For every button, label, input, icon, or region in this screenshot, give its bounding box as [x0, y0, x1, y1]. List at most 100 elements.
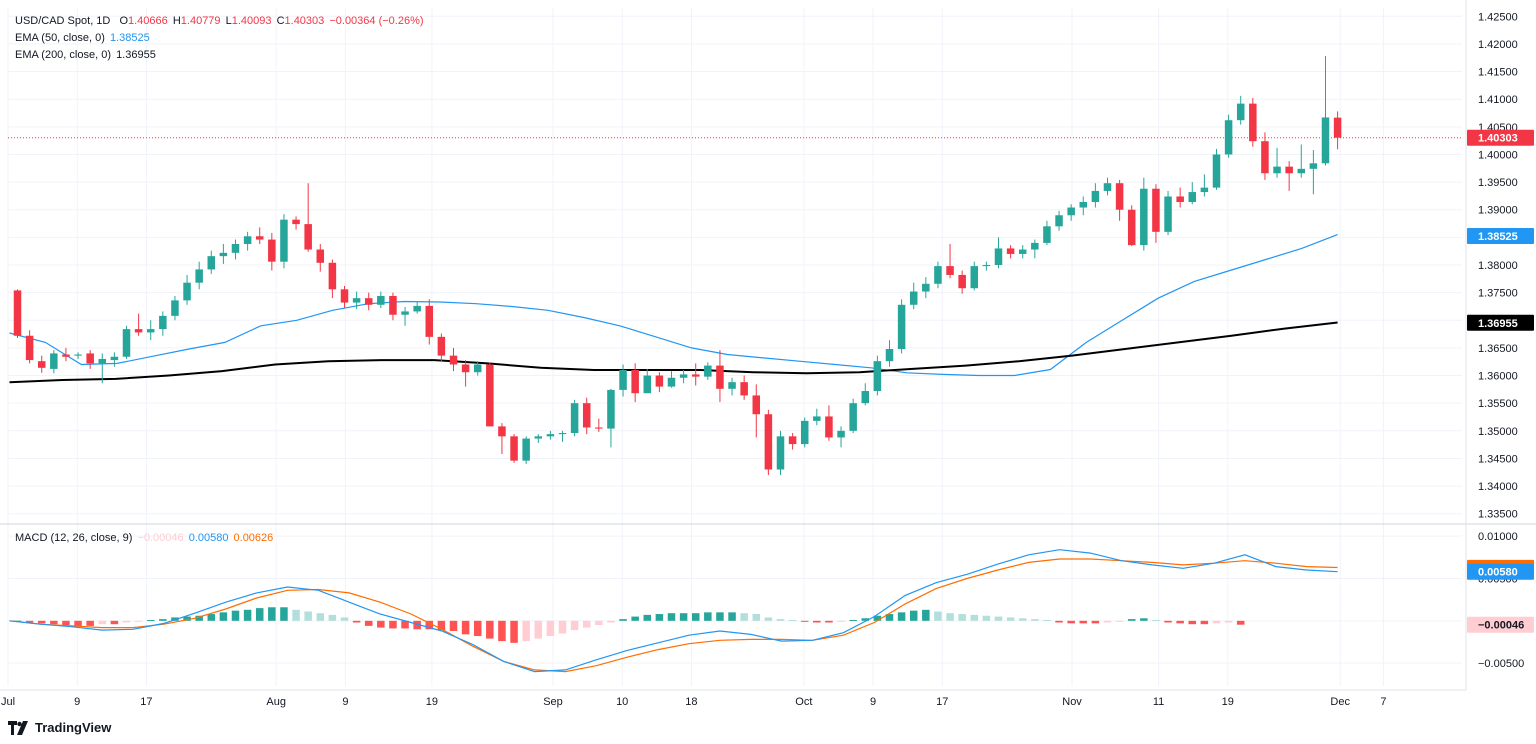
close-value: 1.40303	[284, 15, 325, 27]
price-tick-label: 1.41500	[1478, 67, 1518, 79]
candle	[473, 361, 482, 376]
candle	[704, 362, 712, 380]
candle	[970, 261, 979, 291]
candle	[1212, 148, 1221, 190]
time-tick-label: Aug	[266, 696, 286, 708]
candle-body	[449, 355, 458, 365]
candle-body	[1103, 183, 1112, 191]
candle	[1091, 183, 1100, 208]
candle	[437, 333, 446, 362]
macd-histogram-bar	[401, 620, 409, 629]
candle-body	[994, 248, 1003, 265]
macd-histogram-bar	[728, 612, 736, 621]
tradingview-brand[interactable]: TradingView	[8, 720, 111, 735]
price-tick-label: 1.40000	[1478, 149, 1518, 161]
candle-body	[740, 382, 748, 396]
time-tick-label: 10	[616, 696, 628, 708]
candle	[449, 347, 458, 372]
candle-body	[1176, 196, 1184, 202]
price-tick-label: 1.39000	[1478, 205, 1518, 217]
macd-histogram-bar	[328, 614, 337, 621]
time-tick-label: 18	[685, 696, 697, 708]
macd-histogram-bar	[631, 616, 639, 621]
macd-histogram-bar	[159, 619, 167, 621]
candle	[522, 436, 530, 464]
candle	[776, 430, 785, 476]
ema200-value: 1.36955	[116, 49, 156, 61]
candle	[146, 320, 155, 341]
price-pane[interactable]	[8, 56, 1462, 476]
ema50-badge: 1.38525	[1467, 227, 1534, 244]
macd-histogram-bar	[134, 620, 143, 622]
ema50-legend: EMA (50, close, 0) 1.38525	[15, 30, 152, 47]
candle	[183, 274, 191, 305]
candle	[86, 350, 94, 369]
ema50-badge-text: 1.38525	[1478, 231, 1518, 243]
macd-histogram-bar	[619, 619, 627, 621]
candle	[1018, 245, 1027, 259]
macd-histogram-bar	[813, 620, 821, 623]
candle-body	[473, 364, 482, 373]
macd-label: MACD (12, 26, close, 9)	[15, 532, 133, 544]
macd-histogram-bar	[607, 620, 615, 623]
candle	[207, 250, 216, 274]
time-tick-label: Oct	[795, 696, 812, 708]
brand-name: TradingView	[35, 720, 112, 735]
candle-body	[1297, 168, 1306, 174]
candle-body	[74, 354, 82, 356]
macd-histogram-bar	[110, 620, 119, 625]
candle	[837, 426, 845, 448]
candle-body	[389, 295, 397, 315]
candle-body	[873, 361, 882, 392]
macd-histogram-bar	[922, 609, 930, 621]
candle	[788, 433, 797, 450]
macd-histogram-bar	[1164, 620, 1172, 623]
macd-histogram-bar	[740, 613, 748, 621]
macd-histogram-bar	[570, 620, 579, 631]
candle	[50, 350, 58, 374]
candle-body	[607, 389, 615, 429]
price-tick-label: 1.39500	[1478, 177, 1518, 189]
symbol-title: USD/CAD Spot, 1D	[15, 15, 111, 27]
candle	[110, 352, 119, 367]
candle	[1261, 132, 1269, 180]
candle-body	[401, 311, 409, 315]
macd-histogram-bar	[62, 620, 70, 626]
macd-signal-line	[9, 558, 1338, 673]
candle-body	[1212, 154, 1221, 188]
macd-histogram-bar	[1176, 620, 1184, 624]
candle	[510, 434, 518, 463]
macd-histogram-bar	[1067, 620, 1075, 624]
candle	[304, 183, 312, 252]
candle	[1055, 210, 1063, 231]
time-tick-label: 9	[74, 696, 80, 708]
last-price-badge: 1.40303	[1467, 129, 1534, 146]
candle-body	[316, 249, 325, 263]
candle	[219, 243, 228, 264]
candle	[934, 261, 942, 289]
candle	[280, 214, 288, 269]
candle-body	[231, 243, 240, 253]
macd-histogram-bar	[1031, 619, 1039, 621]
candle-body	[776, 436, 785, 470]
price-tick-label: 1.41000	[1478, 94, 1518, 106]
candle	[1079, 196, 1088, 216]
price-tick-label: 1.34500	[1478, 453, 1518, 465]
ema200-legend: EMA (200, close, 0) 1.36955	[15, 47, 158, 64]
open-value: 1.40666	[128, 15, 168, 27]
candle	[607, 388, 615, 448]
candle-body	[280, 219, 288, 262]
time-tick-label: 17	[936, 696, 948, 708]
macd-histogram-bar	[280, 607, 288, 621]
candle	[813, 408, 821, 426]
macd-histogram-bar	[98, 620, 107, 625]
macd-line	[9, 549, 1338, 673]
candle	[982, 261, 991, 271]
ema200-badge-bg	[1467, 314, 1534, 331]
candle	[897, 299, 906, 354]
macd-pane[interactable]	[9, 549, 1338, 673]
candle-body	[764, 414, 773, 470]
candle	[486, 362, 494, 427]
macd-histogram-bar	[752, 614, 761, 621]
candle-body	[716, 365, 724, 389]
